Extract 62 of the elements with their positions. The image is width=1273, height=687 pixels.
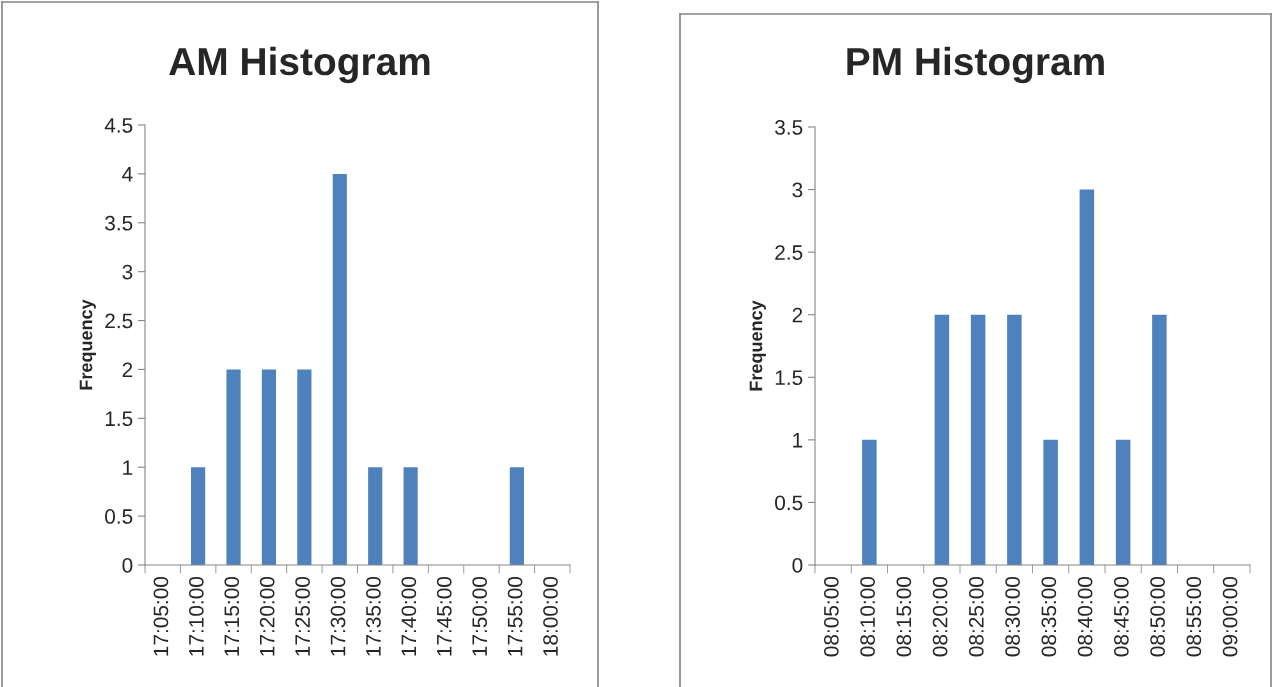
y-tick-label: 2 xyxy=(792,307,803,323)
x-tick-label: 17:30:00 xyxy=(330,576,346,656)
x-tick-label: 08:55:00 xyxy=(1186,576,1202,657)
y-tick-label: 4.5 xyxy=(104,118,133,133)
y-tick-label: 3 xyxy=(122,264,133,280)
x-tick-label: 08:45:00 xyxy=(1113,576,1129,657)
x-tick-label: 17:10:00 xyxy=(188,576,204,656)
x-tick-label: 17:40:00 xyxy=(401,576,417,656)
y-tick-label: 2.5 xyxy=(105,313,133,329)
x-tick-label: 08:20:00 xyxy=(932,576,948,657)
x-tick-label: 17:35:00 xyxy=(366,576,381,656)
y-tick-label: 3.5 xyxy=(775,120,803,135)
x-tick-label: 17:20:00 xyxy=(259,576,275,656)
x-tick-label: 17:55:00 xyxy=(507,576,523,656)
x-tick-label: 08:50:00 xyxy=(1150,576,1165,657)
x-tick-label: 08:10:00 xyxy=(860,576,875,657)
bar xyxy=(261,369,277,565)
bar xyxy=(368,467,383,565)
x-tick-label: 08:25:00 xyxy=(968,576,984,657)
x-tick-label: 08:30:00 xyxy=(1005,576,1020,657)
y-tick-label: 4 xyxy=(122,167,133,182)
bar xyxy=(403,467,418,565)
y-tick-label: 1 xyxy=(123,460,133,475)
y-axis-title: Frequency xyxy=(79,299,96,390)
bar xyxy=(297,369,312,565)
chart-title: PM Histogram xyxy=(847,46,1104,84)
y-tick-label: 1 xyxy=(793,433,803,448)
x-tick-label: 08:40:00 xyxy=(1077,576,1093,657)
x-tick-label: 17:45:00 xyxy=(436,576,452,656)
y-tick-label: 1.5 xyxy=(105,411,133,427)
bar xyxy=(226,369,241,565)
bar xyxy=(1079,189,1095,565)
y-tick-label: 0.5 xyxy=(775,495,803,511)
bar xyxy=(970,314,986,565)
x-tick-label: 17:15:00 xyxy=(224,576,240,656)
y-tick-label: 2 xyxy=(122,362,133,377)
bar xyxy=(332,173,347,565)
y-tick-label: 2.5 xyxy=(775,245,803,260)
bar xyxy=(1007,314,1022,565)
chart-title: AM Histogram xyxy=(169,46,430,84)
bar xyxy=(934,314,950,565)
bar xyxy=(509,467,524,565)
x-tick-label: 17:05:00 xyxy=(153,576,169,656)
x-tick-label: 08:05:00 xyxy=(823,576,839,657)
bar xyxy=(1115,439,1131,565)
y-tick-label: 0.5 xyxy=(105,509,133,524)
bar xyxy=(191,467,206,565)
x-tick-label: 17:25:00 xyxy=(295,576,310,656)
bar xyxy=(862,439,877,565)
y-tick-label: 0 xyxy=(122,558,133,573)
x-tick-label: 18:00:00 xyxy=(543,576,558,656)
x-tick-label: 08:35:00 xyxy=(1041,576,1057,657)
y-tick-label: 1.5 xyxy=(775,370,803,386)
y-tick-label: 0 xyxy=(792,558,803,573)
x-tick-label: 09:00:00 xyxy=(1222,576,1238,657)
y-tick-label: 3.5 xyxy=(105,215,133,231)
x-tick-label: 17:50:00 xyxy=(472,576,488,656)
x-tick-label: 08:15:00 xyxy=(896,576,912,657)
y-axis-title: Frequency xyxy=(749,300,766,391)
bar xyxy=(1043,439,1058,565)
y-tick-label: 3 xyxy=(792,182,803,198)
bar xyxy=(1152,314,1167,565)
